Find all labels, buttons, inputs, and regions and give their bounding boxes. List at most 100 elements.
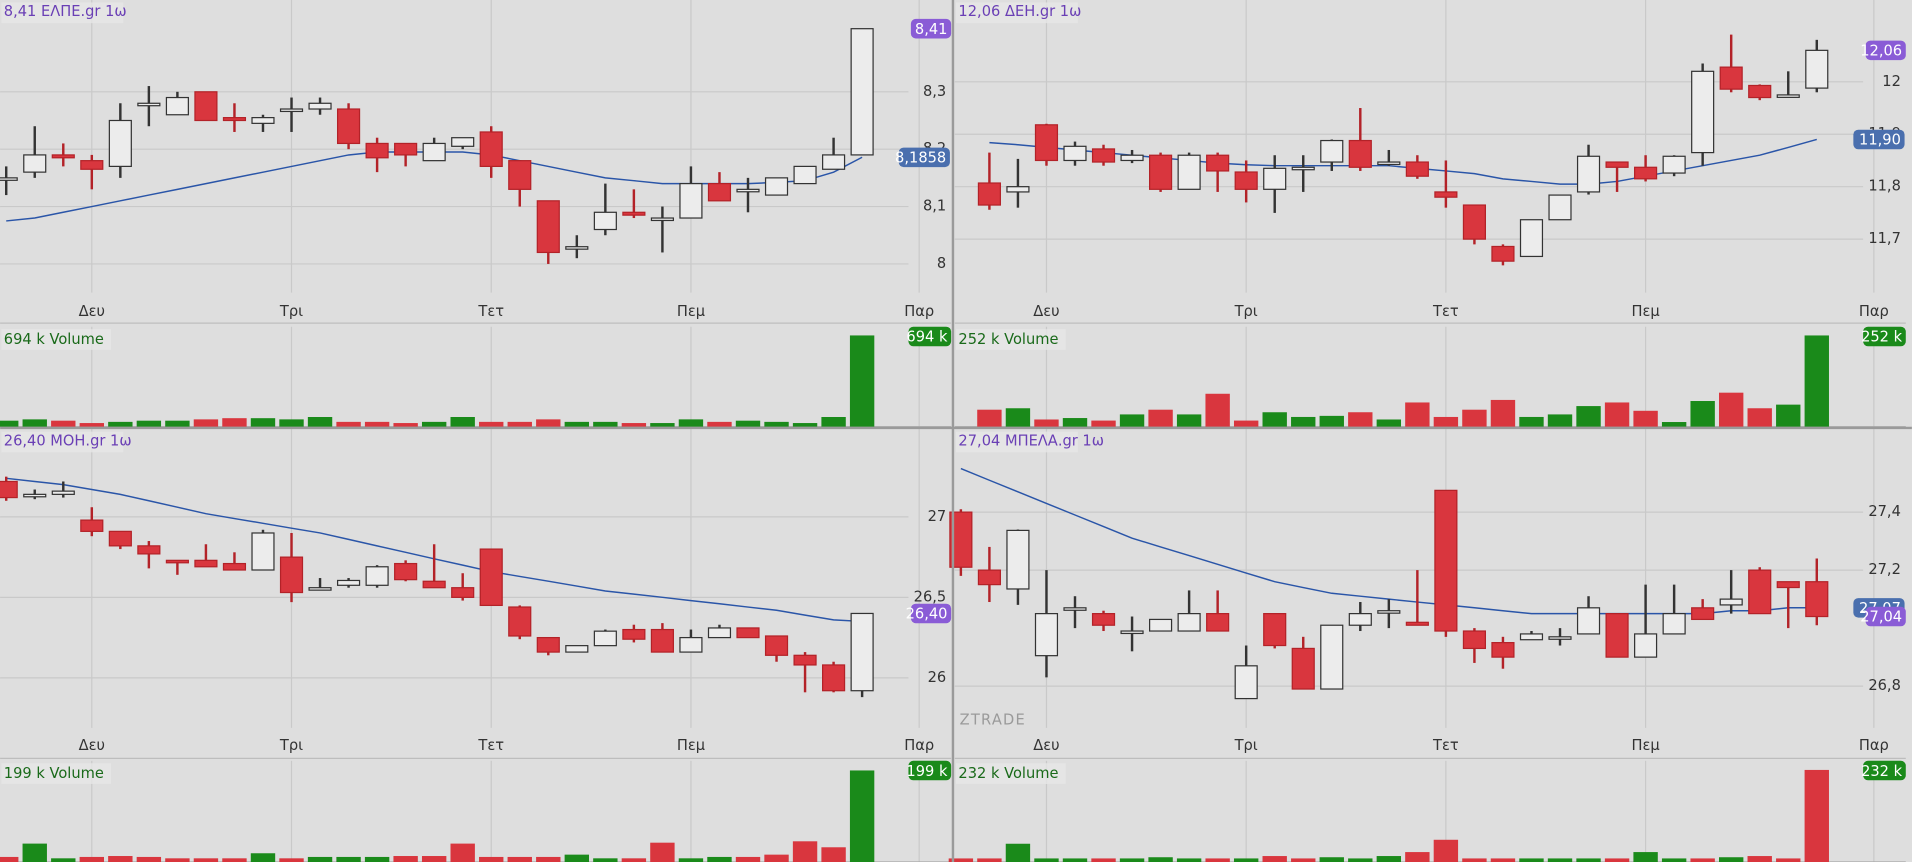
- candle-body: [593, 630, 617, 647]
- volume-bar: [1291, 858, 1316, 862]
- volume-bar: [1205, 393, 1230, 427]
- volume-title-bg: [1, 329, 112, 350]
- candle-body: [593, 211, 617, 231]
- volume-bar: [536, 856, 561, 862]
- volume-bar: [821, 416, 846, 427]
- volume-bar: [564, 421, 590, 427]
- volume-bar: [1547, 414, 1573, 427]
- candle-body: [1576, 607, 1601, 635]
- candle-body: [365, 566, 389, 586]
- volume-bar: [1262, 856, 1287, 862]
- price-badge: 8,41: [915, 21, 948, 38]
- price-badge: 26,40: [906, 606, 948, 623]
- volume-bar: [1490, 399, 1516, 427]
- candle-body: [977, 182, 1001, 206]
- x-tick-label: Τετ: [1432, 303, 1459, 320]
- volume-bar: [1718, 392, 1744, 427]
- x-tick-label: Πεμ: [1631, 303, 1659, 320]
- ma-badge-bg: [898, 147, 950, 168]
- candle-body: [1149, 618, 1173, 632]
- volume-bar: [1205, 858, 1230, 862]
- candle-body: [622, 628, 646, 640]
- y-tick-label: 8: [937, 255, 946, 272]
- candle-body: [251, 117, 275, 124]
- candle-body: [1377, 610, 1401, 614]
- volume-bar: [421, 856, 447, 862]
- volume-bar: [1690, 858, 1715, 862]
- candle-body: [536, 200, 560, 254]
- candle-body: [1291, 166, 1315, 171]
- y-tick-label: 26: [928, 669, 947, 686]
- volume-bar: [22, 419, 47, 427]
- candle-body: [1634, 166, 1658, 180]
- volume-bar: [1804, 335, 1829, 427]
- candle-body: [679, 636, 703, 653]
- volume-title-bg: [1, 763, 112, 784]
- candle-body: [764, 177, 789, 196]
- volume-bar: [79, 423, 104, 427]
- volume-bar: [507, 421, 532, 427]
- volume-bar: [1604, 402, 1630, 427]
- volume-bar: [1005, 408, 1031, 427]
- candle-body: [365, 142, 389, 159]
- candle-body: [1206, 613, 1230, 632]
- volume-bar: [977, 409, 1002, 427]
- candle-body: [51, 490, 75, 495]
- volume-title-bg: [956, 329, 1066, 350]
- candle-body: [1548, 636, 1572, 640]
- volume-bar: [849, 335, 875, 427]
- x-tick-label: Πεμ: [677, 303, 705, 320]
- volume-bar: [450, 843, 475, 862]
- candle-body: [1691, 607, 1715, 621]
- volume-bar: [792, 841, 818, 862]
- price-badge-bg: [910, 603, 952, 624]
- volume-bar: [1576, 406, 1601, 427]
- volume-bar: [1747, 408, 1772, 427]
- volume-bar: [1633, 852, 1658, 862]
- candle-body: [194, 91, 218, 122]
- volume-bar: [1690, 401, 1715, 427]
- volume-bar: [1661, 858, 1687, 862]
- y-tick-label: 11,7: [1868, 230, 1901, 247]
- candle-body: [1234, 665, 1258, 700]
- volume-bar: [1091, 858, 1116, 862]
- x-tick-label: Τετ: [477, 737, 504, 754]
- ma-badge: 8,1858: [895, 150, 946, 167]
- volume-bar: [1119, 414, 1145, 427]
- price-badge-bg: [1865, 606, 1906, 627]
- price-badge-bg: [1865, 40, 1906, 61]
- volume-bar: [1776, 404, 1801, 427]
- candle-body: [51, 154, 75, 159]
- candle-body: [536, 636, 560, 653]
- candle-body: [222, 117, 247, 122]
- candle-body: [949, 511, 973, 568]
- chart-title: 12,06 ΔΕΗ.gr 1ω: [958, 3, 1081, 20]
- title-bg: [1, 2, 124, 24]
- candle-body: [1263, 613, 1287, 647]
- candle-body: [1405, 161, 1429, 177]
- volume-bar: [0, 856, 19, 862]
- volume-bar: [108, 421, 133, 427]
- volume-bar: [1633, 410, 1658, 427]
- volume-bar: [479, 421, 504, 427]
- candle-body: [336, 108, 361, 145]
- x-tick-label: Πεμ: [1631, 737, 1659, 754]
- x-tick-label: Παρ: [1859, 737, 1889, 754]
- volume-bar: [1661, 422, 1687, 427]
- candle-body: [308, 102, 332, 110]
- candle-body: [108, 530, 132, 547]
- volume-bar: [307, 856, 333, 862]
- candle-body: [251, 532, 275, 571]
- volume-bar: [279, 419, 304, 427]
- volume-bar: [1319, 857, 1344, 862]
- candle-body: [1805, 49, 1829, 89]
- y-tick-label: 27,2: [1868, 561, 1901, 578]
- candle-body: [650, 217, 674, 222]
- candle-body: [1719, 66, 1743, 90]
- y-tick-label: 12: [1882, 73, 1901, 90]
- volume-bar: [1348, 858, 1373, 862]
- volume-bar: [1405, 852, 1430, 862]
- volume-bar: [51, 420, 76, 427]
- x-tick-label: Τρι: [279, 303, 303, 320]
